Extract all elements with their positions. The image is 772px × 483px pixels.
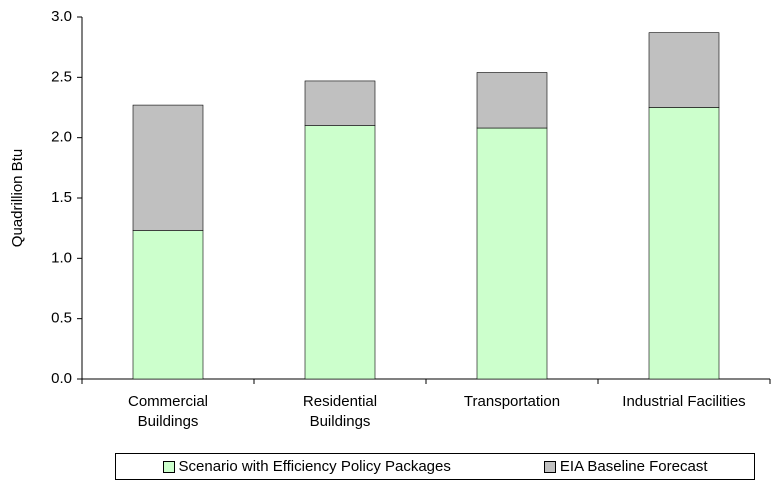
y-tick-label: 2.0 <box>51 129 72 146</box>
legend-label: Scenario with Efficiency Policy Packages <box>178 458 451 475</box>
legend-item: Scenario with Efficiency Policy Packages <box>162 458 451 475</box>
bar-segment <box>304 125 376 380</box>
bar-segment <box>648 107 720 380</box>
bar-segment <box>132 104 204 231</box>
legend: Scenario with Efficiency Policy Packages… <box>115 453 755 480</box>
x-tick-label: Residential Buildings <box>302 393 378 430</box>
y-tick-label: 1.0 <box>51 249 72 266</box>
bar-segment <box>304 80 376 126</box>
x-tick-label: Transportation <box>463 393 561 410</box>
x-tick-label: Commercial Buildings <box>127 393 208 430</box>
y-tick-label: 0.5 <box>51 310 72 327</box>
y-tick-label: 2.5 <box>51 68 72 85</box>
bar-segment <box>476 72 548 129</box>
y-tick-label: 0.0 <box>51 370 72 387</box>
bar-segment <box>132 230 204 380</box>
legend-item: EIA Baseline Forecast <box>543 458 708 475</box>
legend-label: EIA Baseline Forecast <box>559 458 708 475</box>
legend-swatch <box>543 460 556 473</box>
legend-swatch <box>162 460 175 473</box>
bar-segment <box>476 127 548 380</box>
y-tick-label: 1.5 <box>51 189 72 206</box>
y-axis-title: Quadrillion Btu <box>9 149 26 247</box>
x-tick-label: Industrial Facilities <box>622 393 746 410</box>
bar-segment <box>648 32 720 108</box>
y-tick-label: 3.0 <box>51 8 72 25</box>
